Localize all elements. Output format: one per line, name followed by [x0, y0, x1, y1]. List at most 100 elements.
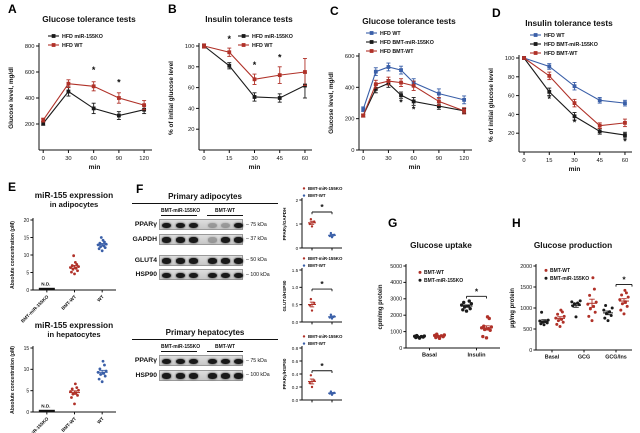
protein-band	[162, 373, 172, 379]
pparg-hsp90-chart: 0.0 0.2 0.4 0.6 0.8 PPARγ/HSP90 BMT-miR-155KO B…	[280, 333, 376, 407]
svg-text:40: 40	[508, 112, 514, 118]
svg-text:0: 0	[529, 348, 532, 354]
blot-row: GLUT4 – 50 kDa	[132, 254, 278, 266]
svg-text:BMT-WT: BMT-WT	[60, 294, 77, 311]
svg-text:0: 0	[202, 156, 205, 162]
svg-text:10: 10	[24, 253, 30, 259]
svg-text:BMT-WT: BMT-WT	[308, 341, 326, 346]
protein-band	[188, 272, 198, 278]
blot-row: HSP90 – 100 kDa	[132, 269, 278, 280]
protein-band	[162, 258, 172, 264]
svg-text:20: 20	[24, 218, 30, 224]
panel-a-title: Glucose tolerance tests	[42, 14, 136, 24]
svg-text:GCG/Ins: GCG/Ins	[605, 355, 627, 361]
svg-text:HFD WT: HFD WT	[252, 43, 273, 49]
svg-text:HFD BMT-miR-155KO: HFD BMT-miR-155KO	[380, 40, 434, 46]
mir155-hepatocytes-chart: 0 5 10 15 Absolute concentration (pM) BMT-miR…	[8, 344, 126, 433]
svg-text:HFD WT: HFD WT	[380, 31, 401, 37]
pparg-gapdh-svg: 0 1 2 PPARγ/GAPDH BMT-miR-155KO BMT-WT *	[282, 186, 343, 251]
panel-c-letter: C	[330, 4, 339, 18]
svg-text:400: 400	[25, 96, 35, 102]
molecular-weight-label: – 75 kDa	[246, 357, 267, 364]
svg-text:% of initial glucose level: % of initial glucose level	[168, 61, 175, 135]
panel-h-letter: H	[512, 216, 521, 230]
svg-text:BMT-miR-155KO: BMT-miR-155KO	[308, 334, 343, 339]
svg-text:0: 0	[26, 288, 29, 294]
protein-band	[220, 237, 230, 243]
protein-band	[233, 258, 243, 264]
gtt-bmt-chart: 0 200 400 600 0 30 60 90 120 min Glucose level, mg…	[326, 28, 478, 174]
svg-text:30: 30	[385, 156, 391, 162]
panel-e2-subtitle: in hepatocytes	[47, 330, 101, 339]
itt-hfd-chart: 20 40 60 80 100 0 15 30 45 60 min % of initial gluc…	[166, 28, 318, 174]
svg-text:600: 600	[345, 54, 355, 60]
protein-band	[220, 272, 230, 278]
svg-text:BMT-miR-155KO: BMT-miR-155KO	[550, 276, 589, 282]
gtt-bmt-svg: 0 200 400 600 0 30 60 90 120 min Glucose level, mg…	[328, 31, 472, 171]
panel-b-letter: B	[168, 2, 177, 16]
panel-e1-subtitle: in adipocytes	[49, 200, 99, 209]
svg-text:*: *	[622, 274, 626, 284]
svg-text:5: 5	[26, 270, 29, 276]
svg-text:5000: 5000	[390, 264, 402, 270]
panel-b-title: Insulin tolerance tests	[205, 14, 293, 24]
svg-text:HFD BMT-WT: HFD BMT-WT	[544, 51, 578, 57]
svg-text:0.0: 0.0	[292, 320, 299, 325]
panel-e-letter: E	[8, 180, 17, 194]
svg-text:30: 30	[571, 158, 577, 164]
protein-band	[220, 258, 230, 264]
svg-text:min: min	[409, 164, 421, 171]
svg-text:2: 2	[296, 198, 299, 203]
lane-group-label: BMT-WT	[207, 208, 243, 216]
itt-hfd-svg: 20 40 60 80 100 0 15 30 45 60 min % of initial gluc…	[168, 34, 312, 171]
molecular-weight-label: – 100 kDa	[246, 372, 270, 378]
svg-text:Basal: Basal	[422, 353, 437, 359]
svg-text:1000: 1000	[390, 329, 402, 335]
svg-text:BMT-miR-155KO: BMT-miR-155KO	[308, 186, 343, 191]
blot-row: GAPDH – 37 kDa	[132, 233, 278, 245]
panel-g-letter: G	[388, 216, 398, 230]
protein-band	[207, 272, 217, 278]
svg-text:0.2: 0.2	[292, 385, 299, 390]
svg-text:120: 120	[459, 156, 469, 162]
svg-text:3000: 3000	[390, 297, 402, 303]
panel-h-title: Glucose production	[533, 240, 613, 250]
lane-group-label: BMT-miR-155KO	[161, 208, 201, 216]
svg-text:0: 0	[399, 346, 402, 352]
svg-text:15: 15	[24, 235, 30, 241]
gtt-hfd-chart: 200 400 600 800 0 30 60 90 120 min Glucose level, …	[6, 28, 158, 174]
svg-text:15: 15	[226, 156, 232, 162]
svg-text:800: 800	[25, 44, 35, 50]
svg-text:60: 60	[410, 156, 416, 162]
svg-text:% of initial glucose level: % of initial glucose level	[488, 68, 495, 142]
blot-strip	[159, 355, 243, 366]
protein-band	[175, 237, 185, 243]
protein-label: HSP90	[135, 371, 157, 379]
svg-text:BMT-WT: BMT-WT	[308, 263, 326, 268]
svg-text:µg/mg protein: µg/mg protein	[510, 288, 516, 328]
svg-text:PPARγ/GAPDH: PPARγ/GAPDH	[282, 207, 287, 241]
svg-text:200: 200	[25, 122, 35, 128]
svg-text:PPARγ/HSP90: PPARγ/HSP90	[282, 358, 287, 389]
glucose-uptake-chart: 0 1000 2000 3000 4000 5000 cpm/mg protein Basal…	[376, 254, 506, 366]
svg-text:cpm/mg protein: cpm/mg protein	[378, 284, 384, 329]
svg-text:45: 45	[597, 158, 603, 164]
protein-band	[175, 272, 185, 278]
svg-text:Glucose level, mg/dl: Glucose level, mg/dl	[8, 67, 15, 129]
svg-text:BMT-miR-155KO: BMT-miR-155KO	[20, 416, 50, 433]
itt-bmt-chart: 20 40 60 80 100 0 15 30 45 60 min % of initial gluc…	[486, 30, 638, 176]
svg-text:Absolute concentration (pM): Absolute concentration (pM)	[10, 221, 16, 289]
blot-strip	[159, 254, 243, 266]
molecular-weight-label: – 100 kDa	[246, 271, 270, 278]
svg-text:GLUT4/HSP90: GLUT4/HSP90	[282, 280, 287, 311]
protein-band	[188, 358, 198, 364]
panel-b: B Insulin tolerance tests 20 40 60 80 100 0 15…	[164, 2, 320, 176]
svg-text:GCG: GCG	[578, 355, 590, 361]
panel-d-title: Insulin tolerance tests	[525, 18, 613, 28]
svg-text:*: *	[399, 98, 403, 108]
svg-text:1500: 1500	[520, 285, 532, 291]
panel-h: H Glucose production 0 500 1000 1500 2000 µg/…	[508, 212, 638, 384]
svg-text:WT: WT	[96, 416, 105, 425]
svg-text:Absolute concentration (pM): Absolute concentration (pM)	[10, 346, 16, 414]
protein-band	[175, 258, 185, 264]
